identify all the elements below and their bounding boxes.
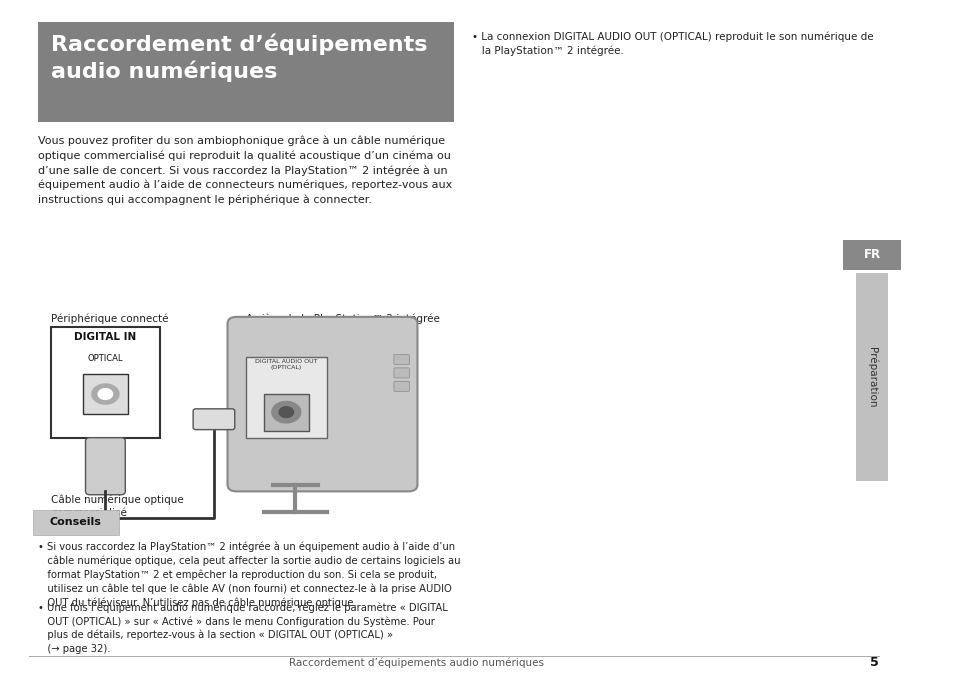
FancyBboxPatch shape	[855, 273, 887, 481]
Circle shape	[279, 407, 294, 418]
Text: • Si vous raccordez la PlayStation™ 2 intégrée à un équipement audio à l’aide d’: • Si vous raccordez la PlayStation™ 2 in…	[37, 542, 459, 608]
Text: • Une fois l’équipement audio numérique raccordé, réglez le paramètre « DIGITAL
: • Une fois l’équipement audio numérique …	[37, 602, 447, 654]
FancyBboxPatch shape	[394, 368, 409, 378]
Text: Câble numérique optique
commercialisé: Câble numérique optique commercialisé	[51, 495, 184, 518]
Text: FR: FR	[862, 248, 880, 262]
FancyBboxPatch shape	[33, 510, 119, 535]
FancyBboxPatch shape	[841, 240, 901, 270]
FancyBboxPatch shape	[37, 22, 454, 122]
Text: Raccordement d’équipements
audio numériques: Raccordement d’équipements audio numériq…	[51, 34, 427, 82]
Text: Périphérique connecté: Périphérique connecté	[51, 313, 169, 324]
FancyBboxPatch shape	[263, 394, 309, 431]
Circle shape	[98, 389, 112, 400]
Circle shape	[272, 402, 300, 423]
FancyBboxPatch shape	[86, 437, 125, 495]
FancyBboxPatch shape	[394, 355, 409, 365]
Text: Préparation: Préparation	[866, 347, 877, 408]
Text: DIGITAL AUDIO OUT
(OPTICAL): DIGITAL AUDIO OUT (OPTICAL)	[254, 359, 317, 370]
FancyBboxPatch shape	[193, 409, 234, 429]
Text: Raccordement d’équipements audio numériques: Raccordement d’équipements audio numériq…	[289, 657, 543, 668]
Text: DIGITAL IN: DIGITAL IN	[74, 332, 136, 342]
Text: Vous pouvez profiter du son ambiophonique grâce à un câble numérique
optique com: Vous pouvez profiter du son ambiophoniqu…	[37, 135, 452, 205]
FancyBboxPatch shape	[227, 317, 417, 491]
FancyBboxPatch shape	[245, 357, 327, 437]
Text: Arrière de la PlayStation™ 2 intégrée: Arrière de la PlayStation™ 2 intégrée	[245, 313, 439, 324]
FancyBboxPatch shape	[83, 374, 128, 415]
Text: 5: 5	[869, 656, 878, 669]
FancyBboxPatch shape	[394, 381, 409, 392]
Text: Conseils: Conseils	[50, 517, 101, 527]
Circle shape	[91, 384, 119, 404]
Text: • La connexion DIGITAL AUDIO OUT (OPTICAL) reproduit le son numérique de
   la P: • La connexion DIGITAL AUDIO OUT (OPTICA…	[471, 32, 872, 56]
FancyBboxPatch shape	[51, 327, 159, 437]
Text: OPTICAL: OPTICAL	[88, 354, 123, 363]
